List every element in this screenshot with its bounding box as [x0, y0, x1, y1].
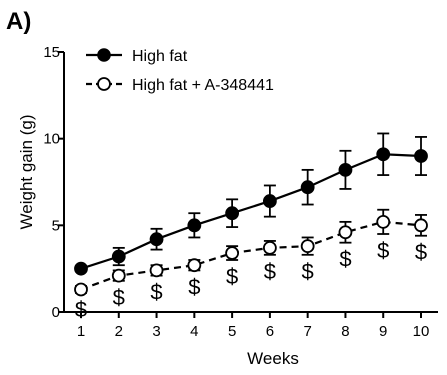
data-point [338, 225, 353, 240]
legend-entry-high-fat: High fat [86, 48, 188, 65]
x-tick-label: 9 [379, 323, 387, 340]
significance-label: $ [113, 285, 125, 310]
legend-label-high-fat-a348441: High fat + A-348441 [132, 77, 274, 94]
series-line [80, 153, 422, 270]
significance-label: $ [150, 280, 162, 305]
x-tick-label: 10 [413, 323, 430, 340]
significance-label: $ [377, 238, 389, 263]
x-tick-label: 2 [115, 323, 123, 340]
x-tick-label: 8 [341, 323, 349, 340]
data-point [187, 218, 202, 233]
data-point [187, 258, 202, 273]
data-point [376, 214, 391, 229]
legend-label-high-fat: High fat [132, 48, 188, 65]
data-point [74, 282, 88, 297]
data-point [414, 218, 428, 233]
x-tick-label: 5 [228, 323, 236, 340]
data-point [300, 239, 315, 254]
data-point [262, 240, 277, 255]
data-point [225, 246, 240, 260]
axes: 0 5 10 15 1 2 3 4 5 6 7 8 9 10 [43, 44, 438, 340]
data-point [300, 180, 315, 195]
y-tick-label: 15 [43, 44, 60, 61]
significance-label: $ [188, 274, 200, 299]
data-point [111, 249, 126, 264]
y-tick-label: 10 [43, 131, 60, 148]
data-point [225, 206, 240, 221]
x-axis-title: Weeks [247, 349, 299, 368]
x-tick-label: 1 [77, 323, 85, 340]
significance-label: $ [264, 259, 276, 284]
series-line [80, 220, 422, 291]
y-tick-label: 5 [52, 217, 60, 234]
y-axis-title: Weight gain (g) [17, 115, 36, 230]
series-high-fat-a348441: $ $ $ $ $ $ $ $ $ $ [74, 208, 428, 322]
series-high-fat [74, 132, 428, 276]
x-tick-label: 7 [303, 323, 311, 340]
legend-entry-high-fat-a348441: High fat + A-348441 [86, 77, 274, 94]
data-point [262, 194, 277, 208]
data-point [338, 162, 353, 177]
significance-label: $ [339, 247, 351, 272]
x-tick-label: 3 [152, 323, 160, 340]
panel-label: A) [6, 8, 31, 35]
significance-label: $ [75, 297, 87, 322]
data-point [414, 149, 428, 163]
legend: High fat High fat + A-348441 [86, 48, 274, 94]
significance-label: $ [226, 264, 238, 289]
data-point [74, 261, 88, 276]
significance-label: $ [302, 259, 314, 284]
legend-marker-high-fat-a348441 [97, 77, 111, 91]
data-point [376, 147, 391, 162]
y-tick-label: 0 [52, 304, 60, 321]
legend-marker-high-fat [97, 48, 111, 62]
data-point [111, 268, 126, 283]
series-group: $ $ $ $ $ $ $ $ $ $ [74, 132, 428, 322]
significance-label: $ [415, 240, 427, 265]
x-tick-label: 6 [266, 323, 274, 340]
data-point [149, 232, 164, 247]
data-point [149, 263, 164, 278]
x-tick-label: 4 [190, 323, 198, 340]
